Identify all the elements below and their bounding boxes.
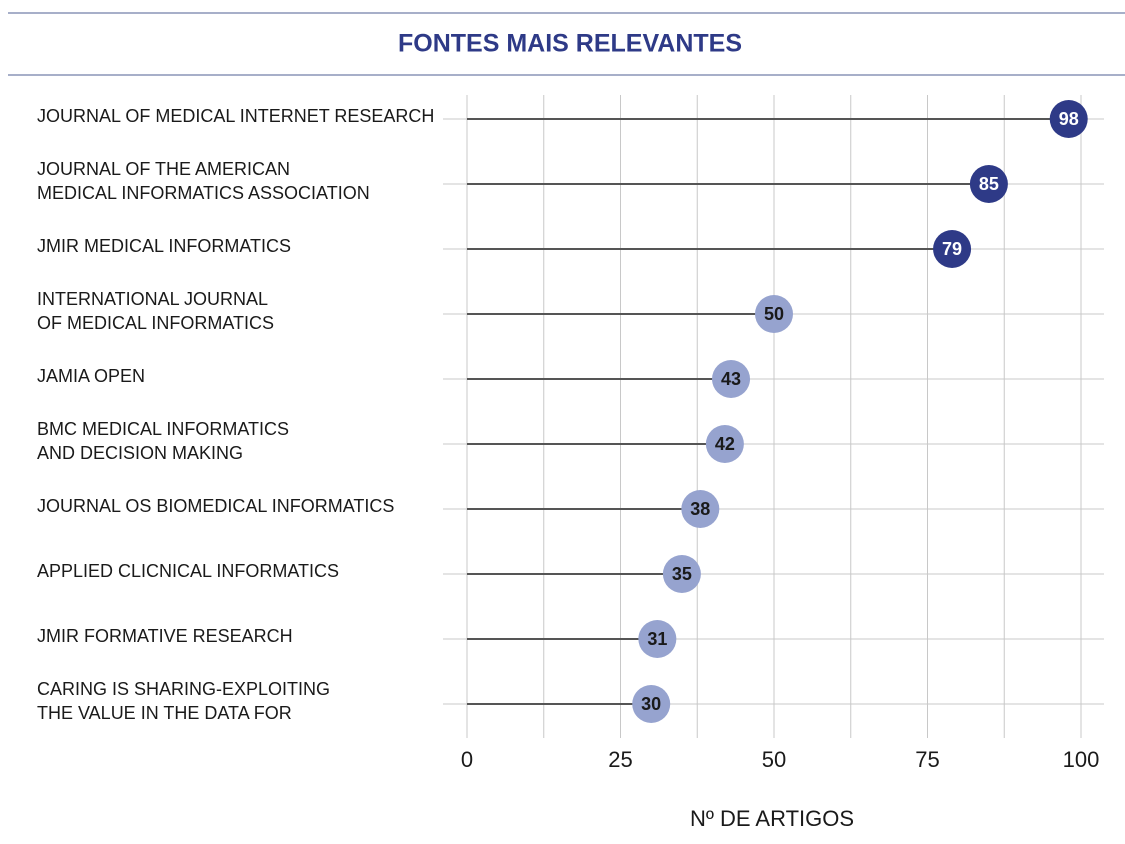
category-line: CARING IS SHARING-EXPLOITING: [37, 679, 330, 699]
category-line: JOURNAL OF MEDICAL INTERNET RESEARCH: [37, 106, 434, 126]
value-label: 42: [715, 434, 735, 454]
dot: [1049, 100, 1088, 138]
x-tick-label: 0: [461, 747, 473, 772]
category-label: JOURNAL OF MEDICAL INTERNET RESEARCH: [37, 106, 434, 126]
category-line: AND DECISION MAKING: [37, 443, 243, 463]
category-label: APPLIED CLICNICAL INFORMATICS: [37, 561, 339, 581]
dot: [969, 165, 1008, 203]
dot: [662, 555, 701, 593]
value-label: 50: [764, 304, 784, 324]
value-label: 30: [641, 694, 661, 714]
value-label: 35: [672, 564, 692, 584]
value-label: 85: [979, 174, 999, 194]
category-line: OF MEDICAL INFORMATICS: [37, 313, 274, 333]
category-label: JMIR FORMATIVE RESEARCH: [37, 626, 293, 646]
x-axis-label: Nº DE ARTIGOS: [690, 806, 854, 831]
dot: [681, 490, 720, 528]
value-label: 38: [690, 499, 710, 519]
category-line: THE VALUE IN THE DATA FOR: [37, 703, 292, 723]
category-label: JAMIA OPEN: [37, 366, 145, 386]
category-line: MEDICAL INFORMATICS ASSOCIATION: [37, 183, 370, 203]
value-label: 31: [647, 629, 667, 649]
value-label: 43: [721, 369, 741, 389]
x-tick-label: 100: [1063, 747, 1100, 772]
category-line: JMIR MEDICAL INFORMATICS: [37, 236, 291, 256]
value-label: 79: [942, 239, 962, 259]
category-line: INTERNATIONAL JOURNAL: [37, 289, 268, 309]
category-line: JOURNAL OS BIOMEDICAL INFORMATICS: [37, 496, 394, 516]
value-label: 98: [1059, 109, 1079, 129]
category-label: JMIR MEDICAL INFORMATICS: [37, 236, 291, 256]
chart-title: FONTES MAIS RELEVANTES: [398, 30, 742, 58]
x-tick-label: 75: [915, 747, 939, 772]
category-line: APPLIED CLICNICAL INFORMATICS: [37, 561, 339, 581]
category-label: JOURNAL OF THE AMERICAN MEDICAL INFORMATI…: [37, 159, 370, 203]
dot: [755, 295, 793, 333]
category-line: BMC MEDICAL INFORMATICS: [37, 419, 289, 439]
dot: [632, 685, 671, 723]
category-label: JOURNAL OS BIOMEDICAL INFORMATICS: [37, 496, 394, 516]
category-label: INTERNATIONAL JOURNAL OF MEDICAL INFORMAT…: [37, 289, 274, 333]
dot: [712, 360, 751, 398]
category-label: CARING IS SHARING-EXPLOITING THE VALUE IN…: [37, 679, 330, 723]
category-line: JAMIA OPEN: [37, 366, 145, 386]
category-line: JMIR FORMATIVE RESEARCH: [37, 626, 293, 646]
dot: [933, 230, 972, 268]
category-line: JOURNAL OF THE AMERICAN: [37, 159, 290, 179]
x-tick-label: 50: [762, 747, 786, 772]
category-label: BMC MEDICAL INFORMATICS AND DECISION MAKI…: [37, 419, 289, 463]
dot: [705, 425, 744, 463]
dot: [638, 620, 677, 658]
x-tick-label: 25: [608, 747, 632, 772]
